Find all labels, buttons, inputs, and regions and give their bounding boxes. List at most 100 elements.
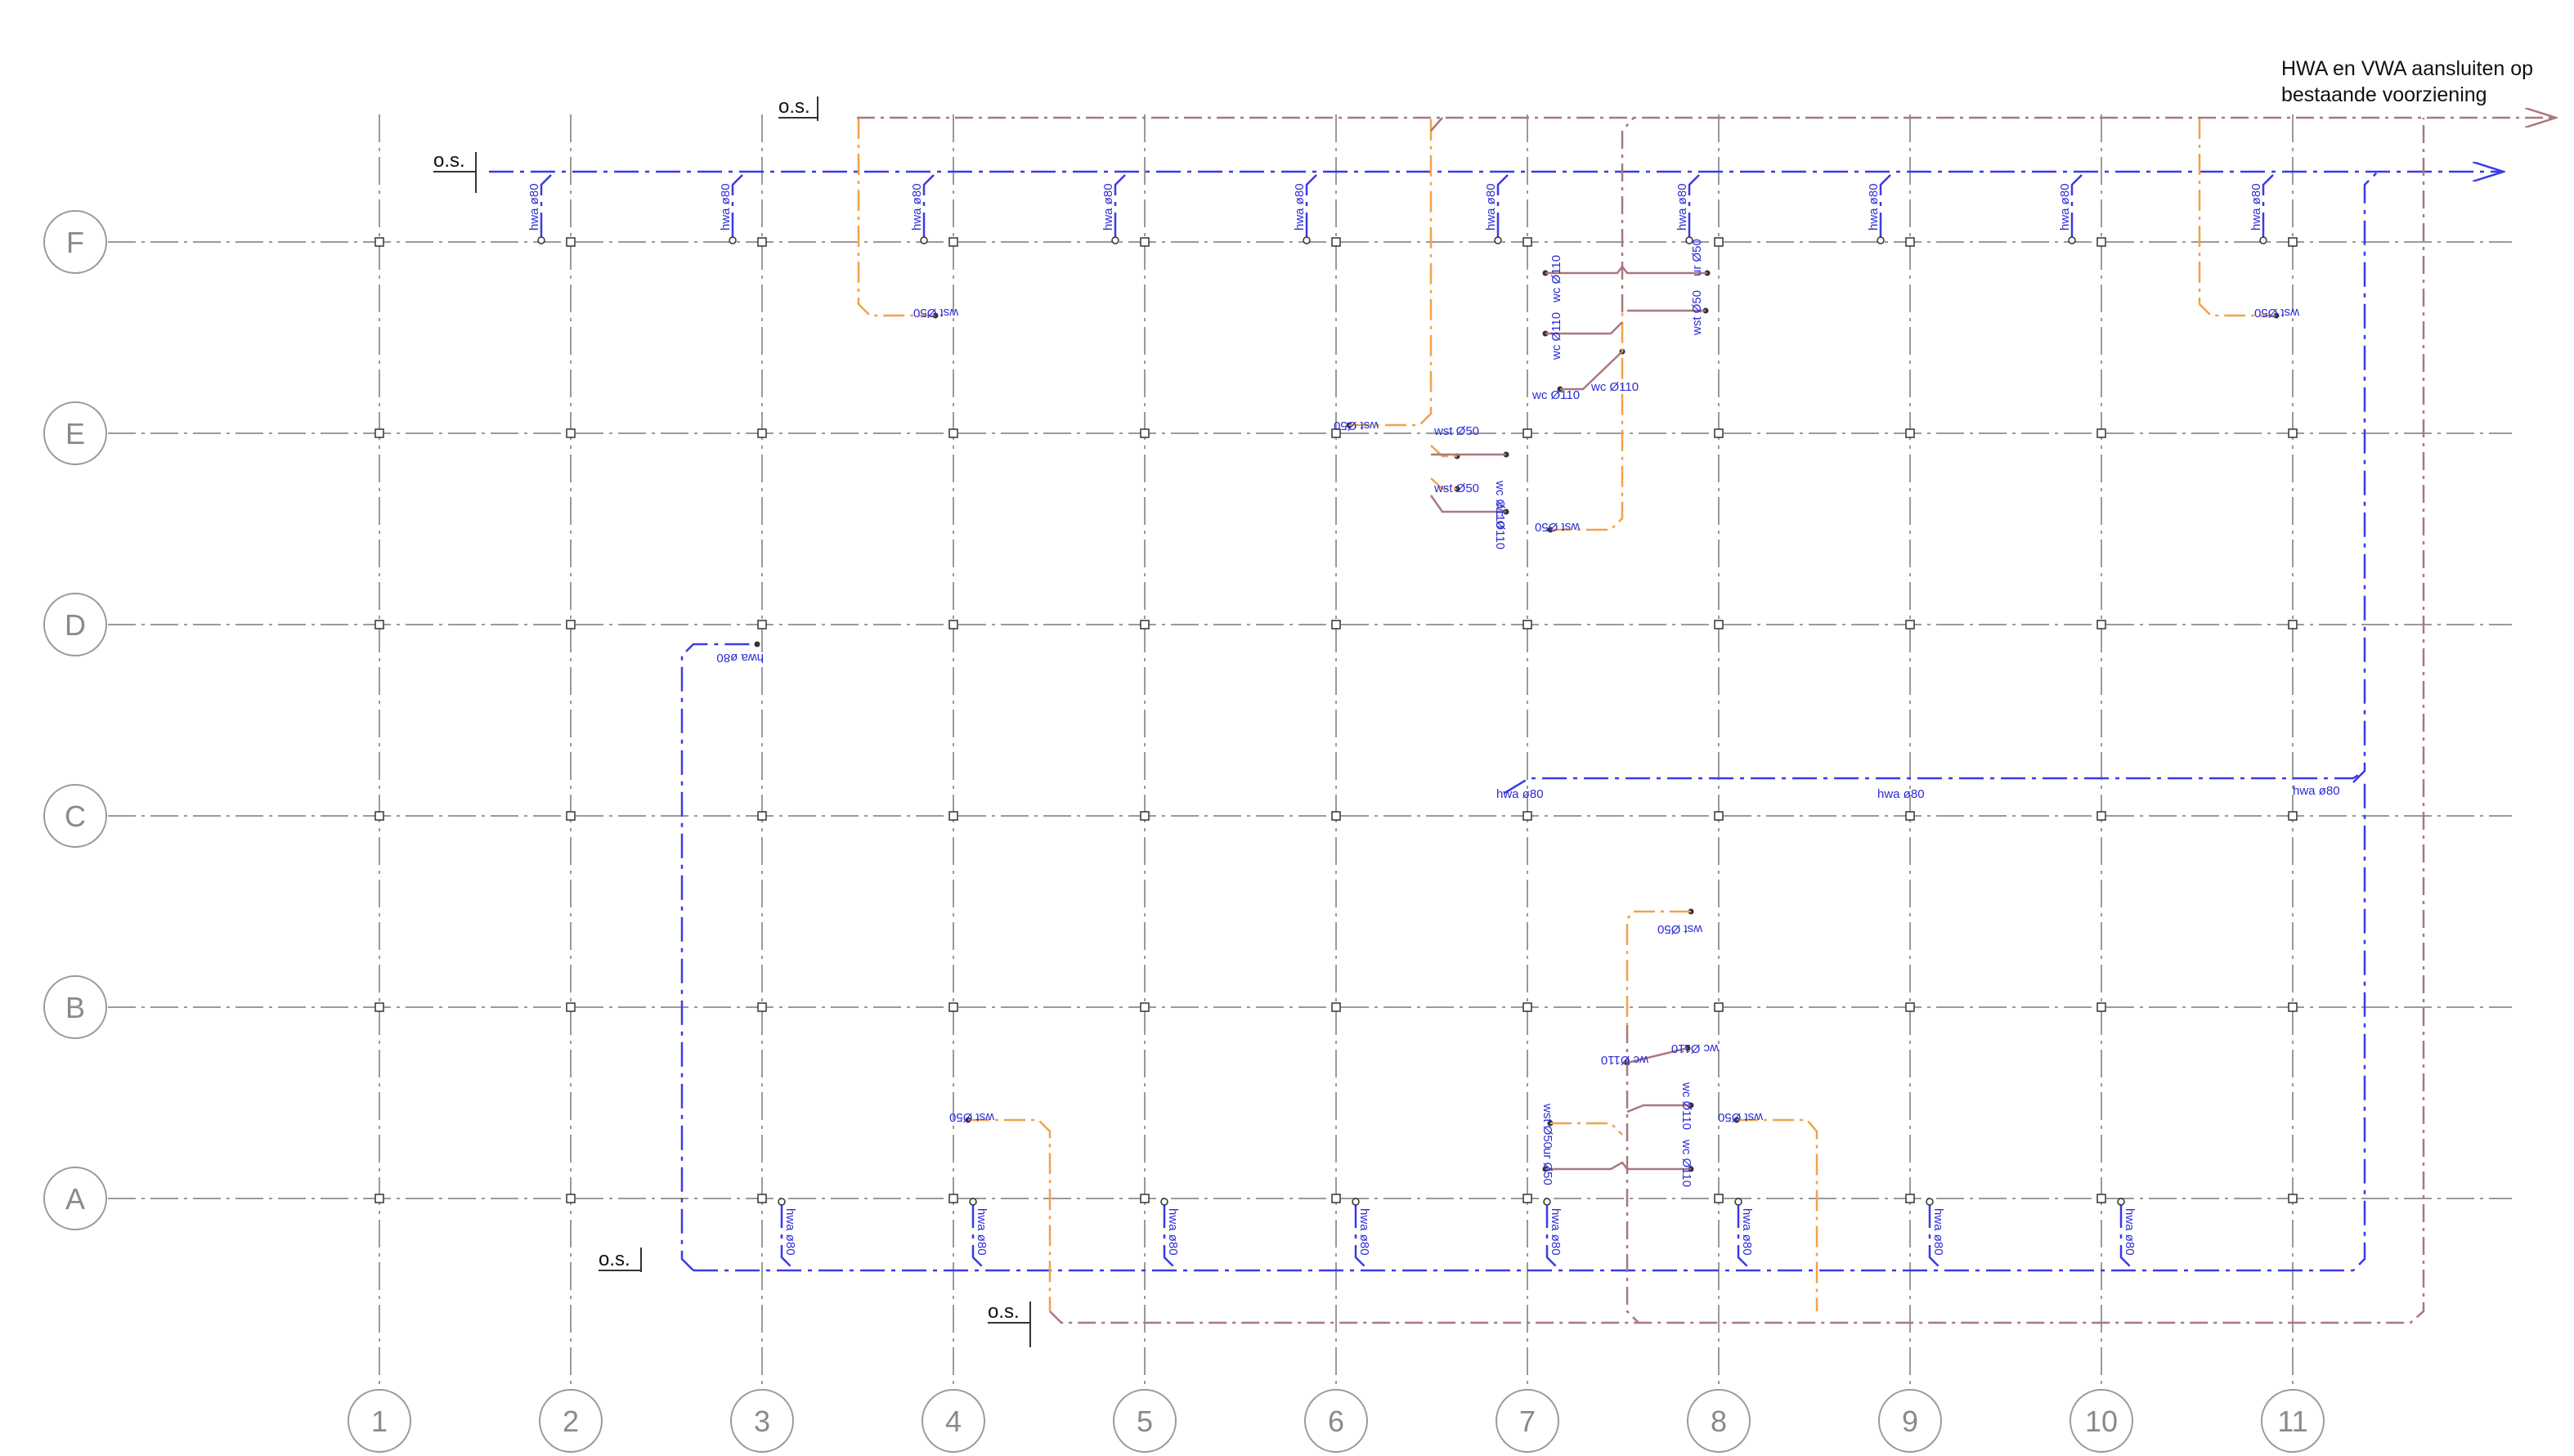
label-hwa-f6: hwa ø80 — [1293, 183, 1307, 231]
column-9-A — [1905, 1194, 1915, 1203]
hwa-drain-f5 — [1111, 236, 1119, 244]
column-4-A — [948, 1194, 958, 1203]
label-hwa-f2: hwa ø80 — [527, 183, 541, 231]
column-9-F — [1905, 237, 1915, 247]
column-1-D — [374, 620, 384, 629]
wc-sewer-pipes — [857, 118, 2556, 1324]
label-hwa-a5: hwa ø80 — [1166, 1208, 1180, 1256]
wst-branch-e6 — [1349, 118, 1433, 427]
column-9-B — [1905, 1002, 1915, 1012]
hwa-downspout-a5 — [1163, 1203, 1178, 1271]
hwa-downspout-f9 — [1879, 171, 1895, 237]
wc-branch-a7 — [1545, 1161, 1691, 1171]
grid-label-col-8: 8 — [1711, 1404, 1727, 1438]
hwa-drain-a7 — [1543, 1198, 1551, 1206]
hwa-downspout-f3 — [731, 171, 747, 237]
hwa-downspout-f7 — [1496, 171, 1512, 237]
label-hwa-f11: hwa ø80 — [2249, 183, 2263, 231]
column-10-D — [2096, 620, 2106, 629]
wst-branch-b8 — [1626, 910, 1691, 1025]
column-3-F — [757, 237, 767, 247]
column-1-B — [374, 1002, 384, 1012]
os-label-f: o.s. — [433, 150, 465, 172]
hwa-downspout-f8 — [1688, 171, 1703, 237]
column-6-F — [1331, 237, 1341, 247]
column-7-C — [1522, 811, 1532, 821]
column-6-E — [1331, 428, 1341, 438]
column-5-A — [1140, 1194, 1150, 1203]
os-label-a-right: o.s. — [988, 1301, 1020, 1323]
hwa-drain-a9 — [1926, 1198, 1934, 1206]
grid-label-row-B: B — [65, 991, 85, 1024]
column-9-C — [1905, 811, 1915, 821]
hwa-drain-f2 — [537, 236, 545, 244]
column-10-B — [2096, 1002, 2106, 1012]
grid-label-col-10: 10 — [2085, 1404, 2118, 1438]
grid-label-row-F: F — [66, 226, 84, 259]
column-5-B — [1140, 1002, 1150, 1012]
wst-branch-f4 — [857, 118, 935, 317]
label-wst-f8: wst Ø50 — [1690, 290, 1704, 336]
hwa-drain-f8 — [1685, 236, 1693, 244]
column-6-A — [1331, 1194, 1341, 1203]
wc-branch-b8 — [1626, 1046, 1688, 1064]
column-4-C — [948, 811, 958, 821]
grid-label-row-D: D — [65, 608, 86, 642]
label-wst-e8: wst Ø50 — [1535, 520, 1581, 534]
column-11-A — [2288, 1194, 2298, 1203]
grid-bubble-col-2 — [539, 1389, 603, 1453]
column-6-D — [1331, 620, 1341, 629]
column-4-B — [948, 1002, 958, 1012]
label-hwa-a10: hwa ø80 — [2123, 1208, 2137, 1256]
grid-label-row-A: A — [65, 1182, 85, 1216]
label-hwa-f4: hwa ø80 — [910, 183, 924, 231]
column-11-E — [2288, 428, 2298, 438]
column-11-F — [2288, 237, 2298, 247]
column-5-D — [1140, 620, 1150, 629]
hwa-drain-a6 — [1352, 1198, 1360, 1206]
label-wc-e7a: wc Ø110 — [1531, 388, 1580, 402]
label-wc-e7b: wc Ø110 — [1493, 480, 1507, 528]
column-6-B — [1331, 1002, 1341, 1012]
label-ur-a7: ur Ø50 — [1540, 1148, 1554, 1185]
column-4-E — [948, 428, 958, 438]
grid-bubble-col-6 — [1304, 1389, 1368, 1453]
column-8-B — [1714, 1002, 1724, 1012]
grid-bubble-col-11 — [2261, 1389, 2325, 1453]
column-6-C — [1331, 811, 1341, 821]
label-hwa-f10: hwa ø80 — [2058, 183, 2072, 231]
label-hwa-f8: hwa ø80 — [1675, 183, 1689, 231]
column-2-C — [566, 811, 576, 821]
wst-branch-e8 — [1550, 312, 1624, 531]
label-wst-a7: wst Ø50 — [1540, 1103, 1554, 1149]
column-7-A — [1522, 1194, 1532, 1203]
hwa-downspout-f11 — [2262, 171, 2277, 237]
wc-branch-e6b — [1429, 495, 1506, 513]
hwa-downspout-f4 — [922, 171, 938, 237]
column-8-D — [1714, 620, 1724, 629]
hwa-downspout-f2 — [540, 171, 555, 237]
column-11-D — [2288, 620, 2298, 629]
column-7-F — [1522, 237, 1532, 247]
label-hwa-c7: hwa ø80 — [1496, 787, 1544, 801]
wc-branch-f8a — [1545, 264, 1707, 275]
hwa-downspout-f10 — [2070, 171, 2086, 237]
label-wc-b8b: wc Ø110 — [1601, 1053, 1649, 1067]
column-8-F — [1714, 237, 1724, 247]
column-9-E — [1905, 428, 1915, 438]
label-wc-a8a: wc Ø110 — [1679, 1082, 1693, 1130]
grid-bubble-col-10 — [2070, 1389, 2133, 1453]
wst-branch-e7 — [1430, 445, 1457, 458]
wc-branch-a8 — [1626, 1104, 1691, 1113]
column-3-E — [757, 428, 767, 438]
label-hwa-f7: hwa ø80 — [1484, 183, 1498, 231]
column-2-E — [566, 428, 576, 438]
column-1-E — [374, 428, 384, 438]
vwa-main-bottom — [1049, 118, 2425, 1324]
column-2-D — [566, 620, 576, 629]
wst-branch-a4 — [968, 1118, 1052, 1311]
label-wst-e7b: wst Ø50 — [1433, 482, 1479, 495]
column-10-E — [2096, 428, 2106, 438]
label-wst-f11: wst Ø50 — [2254, 306, 2300, 320]
